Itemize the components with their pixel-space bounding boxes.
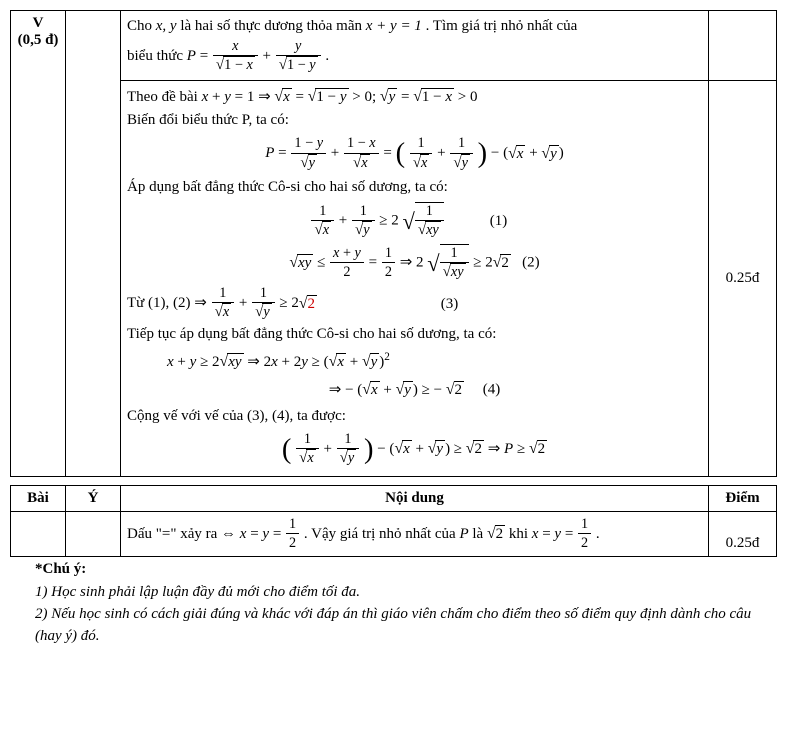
eq-final: ( 1√x + 1√y ) − (√x + √y) ≥ √2 ⇒ P ≥ √2 bbox=[127, 431, 702, 469]
p-equation: P = x√1 − x + y√1 − y bbox=[187, 38, 322, 76]
score-empty-1 bbox=[709, 11, 777, 81]
vay-text: . Vậy giá trị nhỏ nhất của bbox=[304, 526, 460, 542]
eq1-tag: (1) bbox=[479, 210, 519, 233]
eq-4b: ⇒ − (√x + √y) ≥ − √2 (4) bbox=[127, 378, 702, 402]
stmt-dot: . bbox=[325, 48, 329, 64]
bai-empty bbox=[11, 511, 66, 557]
la-text: là bbox=[472, 526, 487, 542]
solution-table-top: V (0,5 đ) Cho x, y là hai số thực dương … bbox=[10, 10, 777, 477]
note-2: 2) Nếu học sinh có cách giải đúng và khá… bbox=[35, 606, 751, 644]
note-1: 1) Học sinh phải lập luận đầy đủ mới cho… bbox=[35, 584, 360, 600]
note-body: 1) Học sinh phải lập luận đầy đủ mới cho… bbox=[10, 578, 777, 657]
sol-line1-d: > 0 bbox=[458, 89, 478, 105]
statement-cell: Cho x, y là hai số thực dương thỏa mãn x… bbox=[121, 11, 709, 81]
eq-p-transform: P = 1 − y√y + 1 − x√x = ( 1√x + 1√y ) − … bbox=[127, 135, 702, 173]
y-empty-cell bbox=[66, 11, 121, 477]
sol-line4: Áp dụng bất đẳng thức Cô-si cho hai số d… bbox=[127, 179, 448, 195]
stmt-text-3: . Tìm giá trị nhỏ nhất của bbox=[426, 18, 578, 34]
y-empty-2 bbox=[66, 511, 121, 557]
score-cell-2: 0.25đ bbox=[709, 511, 777, 557]
problem-roman: V bbox=[33, 15, 44, 32]
dau-text: Dấu "=" xảy ra ⇔ bbox=[127, 526, 240, 542]
sol-line2: Biến đổi biểu thức P, ta có: bbox=[127, 112, 289, 128]
solution-cell: Theo đề bài x + y = 1 ⇒ √x = √1 − y > 0;… bbox=[121, 80, 709, 476]
problem-points: (0,5 đ) bbox=[18, 32, 59, 49]
note-title: *Chú ý: bbox=[10, 557, 777, 578]
table-header-row: Bài Ý Nội dung Điểm bbox=[11, 485, 777, 511]
equality-cell: Dấu "=" xảy ra ⇔ x = y = 12 . Vậy giá tr… bbox=[121, 511, 709, 557]
sol-line1-c: > 0; bbox=[352, 89, 380, 105]
solution-table-bottom: Bài Ý Nội dung Điểm Dấu "=" xảy ra ⇔ x =… bbox=[10, 485, 777, 558]
hdr-noidung: Nội dung bbox=[121, 485, 709, 511]
eq4-tag: (4) bbox=[483, 381, 501, 397]
stmt-text-1: Cho bbox=[127, 18, 156, 34]
hdr-bai: Bài bbox=[11, 485, 66, 511]
stmt-xy: x, y bbox=[156, 18, 177, 34]
eq-2: √xy ≤ x + y2 = 12 ⇒ 2 √1√xy ≥ 2√2 (2) bbox=[127, 244, 702, 283]
sol-line1-b: ⇒ bbox=[258, 89, 274, 105]
eq-1: 1√x + 1√y ≥ 2 √1√xy (1) bbox=[127, 202, 702, 241]
stmt-text-4: biểu thức bbox=[127, 48, 187, 64]
sol-line6-a: Từ (1), (2) ⇒ bbox=[127, 296, 211, 312]
eq2-tag: (2) bbox=[522, 255, 540, 271]
dot-text: . bbox=[596, 526, 600, 542]
sol-line6: Từ (1), (2) ⇒ 1√x + 1√y ≥ 2√2 (3) bbox=[127, 285, 702, 323]
score-cell-1: 0.25đ bbox=[709, 80, 777, 476]
hdr-y: Ý bbox=[66, 485, 121, 511]
stmt-text-2: là hai số thực dương thỏa mãn bbox=[180, 18, 365, 34]
eq-4a: x + y ≥ 2√xy ⇒ 2x + 2y ≥ (√x + √y)2 bbox=[127, 349, 702, 374]
hdr-diem: Điểm bbox=[709, 485, 777, 511]
sol-line9: Cộng vế với vế của (3), (4), ta được: bbox=[127, 408, 346, 424]
sol-line1-a: Theo đề bài bbox=[127, 89, 202, 105]
problem-id-cell: V (0,5 đ) bbox=[11, 11, 66, 477]
stmt-cond: x + y = 1 bbox=[366, 18, 422, 34]
eq3-tag: (3) bbox=[441, 293, 481, 316]
khi-text: khi bbox=[509, 526, 532, 542]
sol-line7: Tiếp tục áp dụng bất đẳng thức Cô-si cho… bbox=[127, 326, 496, 342]
